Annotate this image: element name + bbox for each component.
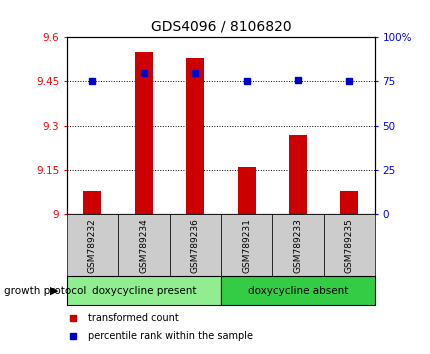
Bar <box>169 214 221 276</box>
Bar <box>67 214 118 276</box>
Text: doxycycline present: doxycycline present <box>92 286 196 296</box>
Bar <box>288 135 306 214</box>
Text: GSM789236: GSM789236 <box>190 218 199 273</box>
Text: growth protocol: growth protocol <box>4 286 86 296</box>
Bar <box>135 52 153 214</box>
Bar <box>323 214 374 276</box>
Bar <box>237 167 255 214</box>
Text: percentile rank within the sample: percentile rank within the sample <box>88 331 253 341</box>
Bar <box>67 276 221 305</box>
Bar <box>221 276 374 305</box>
Text: GSM789231: GSM789231 <box>242 218 251 273</box>
Bar <box>186 58 204 214</box>
Title: GDS4096 / 8106820: GDS4096 / 8106820 <box>150 19 291 33</box>
Text: transformed count: transformed count <box>88 313 179 323</box>
Bar <box>221 214 272 276</box>
Text: doxycycline absent: doxycycline absent <box>247 286 347 296</box>
Bar <box>272 214 323 276</box>
Text: GSM789233: GSM789233 <box>293 218 302 273</box>
Bar <box>83 190 101 214</box>
Text: GSM789232: GSM789232 <box>88 218 97 273</box>
Text: ▶: ▶ <box>49 286 58 296</box>
Bar <box>340 190 357 214</box>
Text: GSM789234: GSM789234 <box>139 218 148 273</box>
Text: GSM789235: GSM789235 <box>344 218 353 273</box>
Bar <box>118 214 169 276</box>
